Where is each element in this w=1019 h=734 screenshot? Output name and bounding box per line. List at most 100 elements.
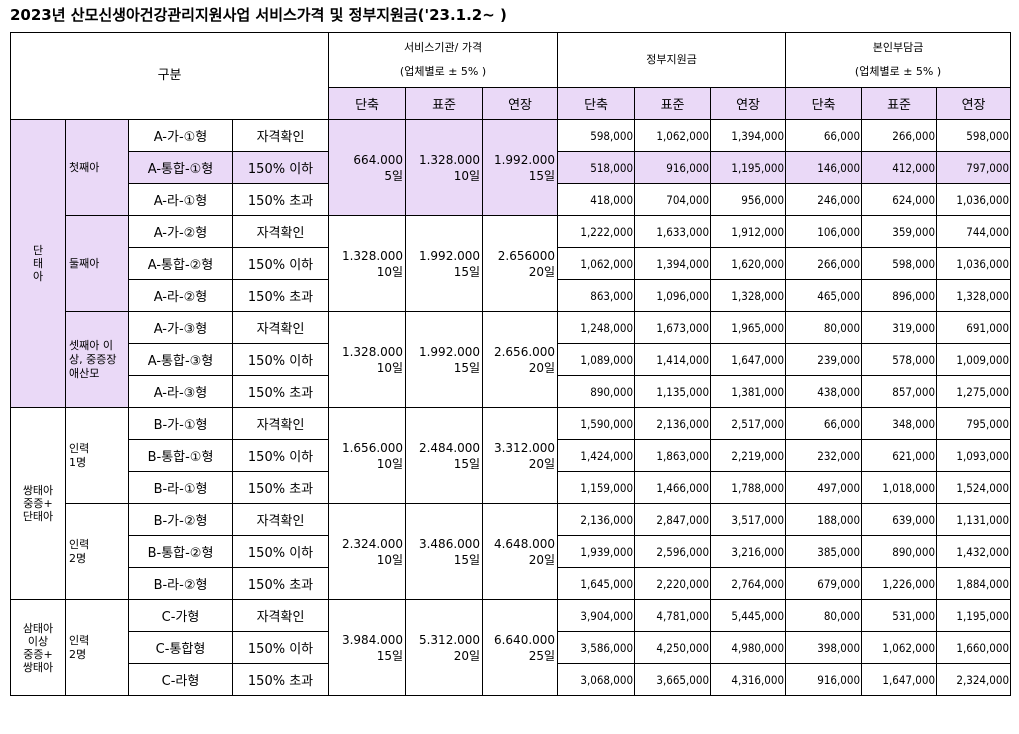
self-pay-cell: 385,000 xyxy=(785,535,863,568)
income-criterion: 150% 이하 xyxy=(231,439,330,472)
voucher-code: A-라-①형 xyxy=(128,183,233,216)
service-price-days: 20일 xyxy=(528,264,556,279)
header-service-price-line2: (업체별로 ± 5% ) xyxy=(399,65,487,78)
self-pay-cell: 66,000 xyxy=(785,119,863,152)
service-price-amount: 4.648.000 xyxy=(493,536,556,551)
subgroup-label: 첫째아 xyxy=(65,119,129,216)
voucher-code: B-가-①형 xyxy=(128,407,233,440)
voucher-code: A-통합-②형 xyxy=(128,247,233,280)
gov-support-cell: 1,912,000 xyxy=(710,215,787,248)
self-pay-cell: 890,000 xyxy=(861,535,938,568)
gov-support-cell: 1,062,000 xyxy=(634,119,712,152)
service-price-amount: 1.328.000 xyxy=(341,344,404,359)
service-price-days: 15일 xyxy=(453,264,481,279)
voucher-code: A-통합-③형 xyxy=(128,343,233,376)
self-pay-cell: 438,000 xyxy=(785,375,863,408)
service-price-days: 20일 xyxy=(528,360,556,375)
gov-support-cell: 1,062,000 xyxy=(557,247,636,280)
self-pay-cell: 465,000 xyxy=(785,279,863,312)
self-pay-cell: 106,000 xyxy=(785,215,863,248)
service-price: 3.312.000 20일 xyxy=(482,407,559,504)
gov-support-cell: 1,863,000 xyxy=(634,439,712,472)
gov-support-cell: 1,222,000 xyxy=(557,215,636,248)
voucher-code: A-라-②형 xyxy=(128,279,233,312)
income-criterion: 150% 초과 xyxy=(231,471,330,504)
self-pay-cell: 266,000 xyxy=(861,119,938,152)
service-price-days: 10일 xyxy=(376,264,404,279)
service-price-days: 15일 xyxy=(453,456,481,471)
voucher-code: B-라-②형 xyxy=(128,567,233,600)
period-header: 표준 xyxy=(634,87,712,120)
service-price: 6.640.000 25일 xyxy=(482,599,559,696)
gov-support-cell: 1,414,000 xyxy=(634,343,712,376)
self-pay-cell: 1,524,000 xyxy=(936,471,1012,504)
table-row: B-라-②형 150% 초과 1,645,000 2,220,000 2,764,000… xyxy=(11,567,1012,600)
service-price-days: 10일 xyxy=(376,456,404,471)
gov-support-cell: 863,000 xyxy=(557,279,636,312)
table-body: 단 태 아 첫째아 A-가-①형 자격확인 664.000 5일 1.328.000 10일 1… xyxy=(10,119,1012,696)
period-header: 연장 xyxy=(482,87,559,120)
self-pay-cell: 1,062,000 xyxy=(861,631,938,664)
service-price-amount: 2.484.000 xyxy=(418,440,481,455)
period-header: 표준 xyxy=(861,87,938,120)
self-pay-cell: 1,328,000 xyxy=(936,279,1012,312)
income-criterion: 150% 이하 xyxy=(231,631,330,664)
subgroup-label-text: 인력 1명 xyxy=(69,441,90,469)
subgroup-label-text: 인력 2명 xyxy=(69,537,90,565)
self-pay-cell: 679,000 xyxy=(785,567,863,600)
self-pay-cell: 598,000 xyxy=(936,119,1012,152)
service-price-amount: 664.000 xyxy=(353,152,404,167)
gov-support-cell: 1,965,000 xyxy=(710,311,787,344)
self-pay-cell: 146,000 xyxy=(785,151,863,184)
service-price-amount: 6.640.000 xyxy=(493,632,556,647)
self-pay-cell: 1,884,000 xyxy=(936,567,1012,600)
service-price-amount: 1.328.000 xyxy=(418,152,481,167)
service-price: 3.984.000 15일 xyxy=(328,599,407,696)
gov-support-cell: 1,620,000 xyxy=(710,247,787,280)
service-price: 1.992.000 15일 xyxy=(405,311,484,408)
service-price-amount: 3.984.000 xyxy=(341,632,404,647)
self-pay-cell: 639,000 xyxy=(861,503,938,536)
gov-support-cell: 4,781,000 xyxy=(634,599,712,632)
self-pay-cell: 319,000 xyxy=(861,311,938,344)
self-pay-cell: 744,000 xyxy=(936,215,1012,248)
header-self-pay-line2: (업체별로 ± 5% ) xyxy=(854,65,942,78)
gov-support-cell: 1,381,000 xyxy=(710,375,787,408)
subgroup-label-text: 둘째아 xyxy=(69,256,100,270)
service-price-days: 15일 xyxy=(453,360,481,375)
service-price-amount: 2.656.000 xyxy=(493,344,556,359)
table-row: B-통합-①형 150% 이하 1,424,000 1,863,000 2,219,00… xyxy=(11,439,1012,472)
service-price-days: 20일 xyxy=(528,552,556,567)
voucher-code: A-가-③형 xyxy=(128,311,233,344)
table-row: B-통합-②형 150% 이하 1,939,000 2,596,000 3,216,00… xyxy=(11,535,1012,568)
self-pay-cell: 348,000 xyxy=(861,407,938,440)
subgroup-label: 둘째아 xyxy=(65,215,129,312)
self-pay-cell: 1,195,000 xyxy=(936,599,1012,632)
gov-support-cell: 4,316,000 xyxy=(710,663,787,696)
table-row: A-라-③형 150% 초과 890,000 1,135,000 1,381,000 43… xyxy=(11,375,1012,408)
voucher-code: A-가-②형 xyxy=(128,215,233,248)
gov-support-cell: 1,466,000 xyxy=(634,471,712,504)
header-service-price: 서비스기관/ 가격 (업체별로 ± 5% ) xyxy=(328,32,559,88)
service-price: 2.324.000 10일 xyxy=(328,503,407,600)
period-header: 단축 xyxy=(557,87,636,120)
service-price-amount: 2.656000 xyxy=(497,248,556,263)
self-pay-cell: 1,275,000 xyxy=(936,375,1012,408)
gov-support-cell: 890,000 xyxy=(557,375,636,408)
self-pay-cell: 239,000 xyxy=(785,343,863,376)
income-criterion: 자격확인 xyxy=(231,311,330,344)
service-price: 1.328.000 10일 xyxy=(328,311,407,408)
gov-support-cell: 1,590,000 xyxy=(557,407,636,440)
income-criterion: 자격확인 xyxy=(231,215,330,248)
self-pay-cell: 857,000 xyxy=(861,375,938,408)
gov-support-cell: 1,135,000 xyxy=(634,375,712,408)
period-header: 표준 xyxy=(405,87,484,120)
gov-support-cell: 704,000 xyxy=(634,183,712,216)
self-pay-cell: 621,000 xyxy=(861,439,938,472)
gov-support-cell: 3,904,000 xyxy=(557,599,636,632)
voucher-code: C-가형 xyxy=(128,599,233,632)
income-criterion: 150% 초과 xyxy=(231,279,330,312)
table-row: A-라-①형 150% 초과 418,000 704,000 956,000 246,00… xyxy=(11,183,1012,216)
income-criterion: 150% 이하 xyxy=(231,151,330,184)
header-category-label: 구분 xyxy=(157,68,182,83)
